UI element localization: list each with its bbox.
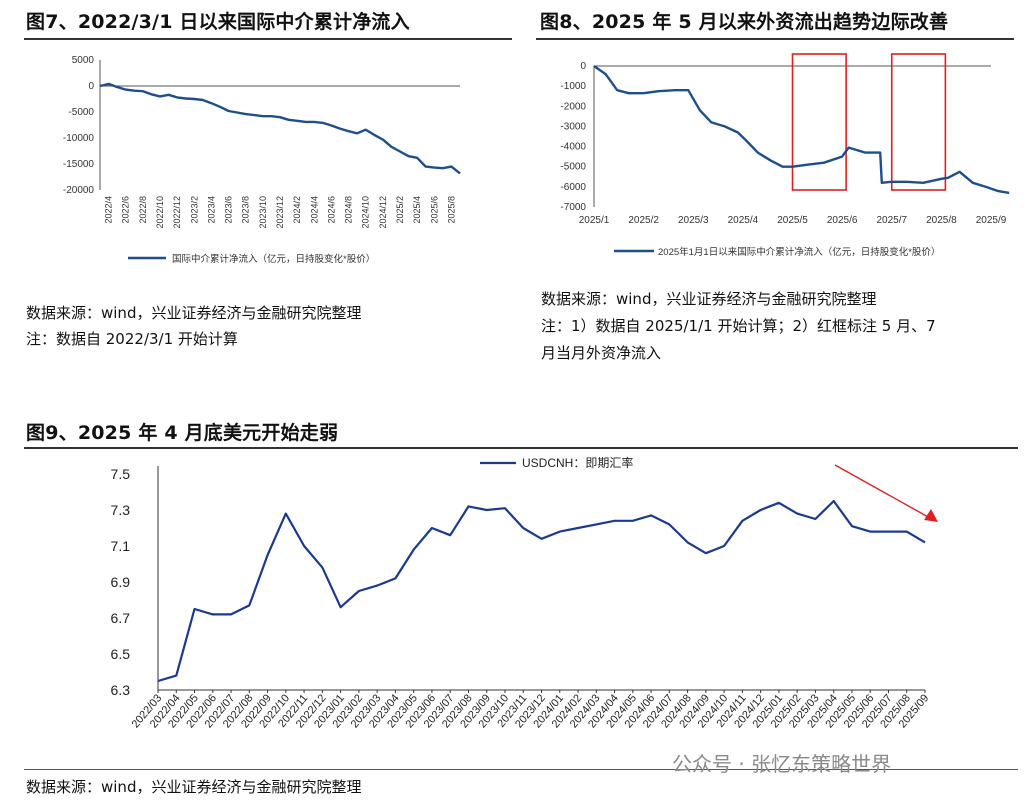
chart7-plot: 5000 0 -5000 -10000 -15000 -20000 2022/4 2022/6… (63, 55, 461, 265)
chart8-legend-label: 2025年1月1日以来国际中介累计净流入（亿元，日持股变化*股价） (658, 246, 940, 258)
chart7-x-tick-label: 2022/4 (104, 196, 114, 224)
chart8-x-tick-label: 2025/1 (579, 215, 610, 226)
chart8-y-tick-label: 0 (580, 61, 586, 72)
chart7-source: 数据来源：wind，兴业证券经济与金融研究院整理 (26, 304, 362, 322)
chart8-y-tick-label: -4000 (560, 142, 586, 153)
chart7-x-tick-label: 2022/8 (138, 196, 148, 224)
chart7-y-tick-label: -20000 (63, 185, 95, 196)
chart8-y-tick-label: -7000 (560, 202, 586, 213)
chart9-plot: 7.57.37.16.96.76.56.32022/032022/042022/… (111, 455, 938, 730)
chart8-x-tick-label: 2025/8 (926, 215, 957, 226)
chart8-x-tick-label: 2025/4 (728, 215, 759, 226)
chart9-trend-arrow-head (924, 509, 938, 522)
chart8-highlight-box (791, 53, 847, 191)
chart7-x-tick-label: 2023/12 (275, 196, 285, 229)
chart7-title: 图7、2022/3/1 日以来国际中介累计净流入 (26, 11, 410, 33)
chart8-y-tick-label: -5000 (560, 162, 586, 173)
chart9-y-tick-label: 6.9 (111, 574, 131, 590)
chart7-x-tick-label: 2024/6 (326, 196, 336, 224)
chart8-x-tick-label: 2025/2 (628, 215, 659, 226)
chart9-y-tick-label: 6.7 (111, 610, 131, 626)
chart8-y-tick-label: -3000 (560, 121, 586, 132)
chart8-note-line2: 月当月外资净流入 (541, 344, 662, 362)
chart9-y-tick-label: 7.1 (111, 538, 131, 554)
chart7-x-tick-label: 2025/8 (446, 196, 456, 224)
chart9-title-rule (24, 447, 1018, 449)
chart9-y-tick-label: 6.3 (111, 682, 131, 698)
chart7-x-tick-label: 2024/8 (344, 196, 354, 224)
chart7-legend-label: 国际中介累计净流入（亿元，日持股变化*股价） (172, 253, 375, 265)
chart7-x-tick-label: 2022/12 (172, 196, 182, 229)
chart7-x-tick-label: 2023/8 (241, 196, 251, 224)
watermark-text: 公众号 · 张忆东策略世界 (672, 752, 892, 776)
chart7-x-tick-label: 2022/10 (155, 196, 165, 229)
chart7-y-tick-label: -10000 (63, 133, 95, 144)
chart8-y-tick-label: -2000 (560, 101, 586, 112)
chart7-x-tick-label: 2023/10 (258, 196, 268, 229)
chart8-x-tick-label: 2025/9 (976, 215, 1007, 226)
chart8-title: 图8、2025 年 5 月以来外资流出趋势边际改善 (540, 11, 949, 33)
chart7-note: 注：数据自 2022/3/1 开始计算 (26, 330, 238, 348)
chart7-x-tick-label: 2025/6 (429, 196, 439, 224)
chart7-series-line (99, 82, 461, 175)
chart9-y-tick-label: 7.5 (111, 466, 131, 482)
chart8-source: 数据来源：wind，兴业证券经济与金融研究院整理 (541, 290, 877, 308)
chart8-series-line (593, 65, 1010, 195)
chart7-x-tick-label: 2023/4 (206, 196, 216, 224)
chart7-x-tick-label: 2025/4 (412, 196, 422, 224)
chart8-note-line1: 注：1）数据自 2025/1/1 开始计算；2）红框标注 5 月、7 (541, 317, 936, 335)
chart7-y-tick-label: 0 (88, 81, 94, 92)
chart9-bottom-rule (24, 769, 1018, 770)
chart7-x-tick-label: 2022/6 (121, 196, 131, 224)
chart8-highlight-box (890, 53, 947, 191)
chart9-y-tick-label: 7.3 (111, 502, 131, 518)
chart8-x-tick-label: 2025/5 (777, 215, 808, 226)
chart8-x-tick-label: 2025/7 (876, 215, 907, 226)
chart9-legend-label: USDCNH：即期汇率 (522, 455, 633, 470)
chart9-trend-arrow-line (834, 464, 931, 519)
chart7-x-tick-label: 2024/10 (361, 196, 371, 229)
chart7-x-tick-label: 2024/12 (378, 196, 388, 229)
chart7-x-tick-label: 2024/2 (292, 196, 302, 224)
chart7-x-tick-label: 2023/2 (189, 196, 199, 224)
chart7-title-rule (24, 38, 512, 40)
chart8-y-tick-label: -6000 (560, 182, 586, 193)
chart7-y-tick-label: -5000 (68, 107, 94, 118)
chart7-y-tick-label: -15000 (63, 159, 95, 170)
chart8-title-rule (536, 38, 1014, 40)
chart8-x-tick-label: 2025/3 (678, 215, 709, 226)
chart8-x-tick-label: 2025/6 (827, 215, 858, 226)
chart9-series-line (157, 499, 926, 683)
chart9-y-tick-label: 6.5 (111, 646, 131, 662)
chart7-x-tick-label: 2025/2 (395, 196, 405, 224)
chart9-title: 图9、2025 年 4 月底美元开始走弱 (26, 422, 339, 444)
chart8-plot: 0 -1000 -2000 -3000 -4000 -5000 -6000 -7000 2025… (560, 53, 1010, 258)
chart7-x-tick-label: 2023/6 (224, 196, 234, 224)
chart9-source: 数据来源：wind，兴业证券经济与金融研究院整理 (26, 778, 362, 796)
chart7-y-tick-label: 5000 (72, 55, 95, 66)
chart7-x-tick-label: 2024/4 (309, 196, 319, 224)
chart8-y-tick-label: -1000 (560, 81, 586, 92)
